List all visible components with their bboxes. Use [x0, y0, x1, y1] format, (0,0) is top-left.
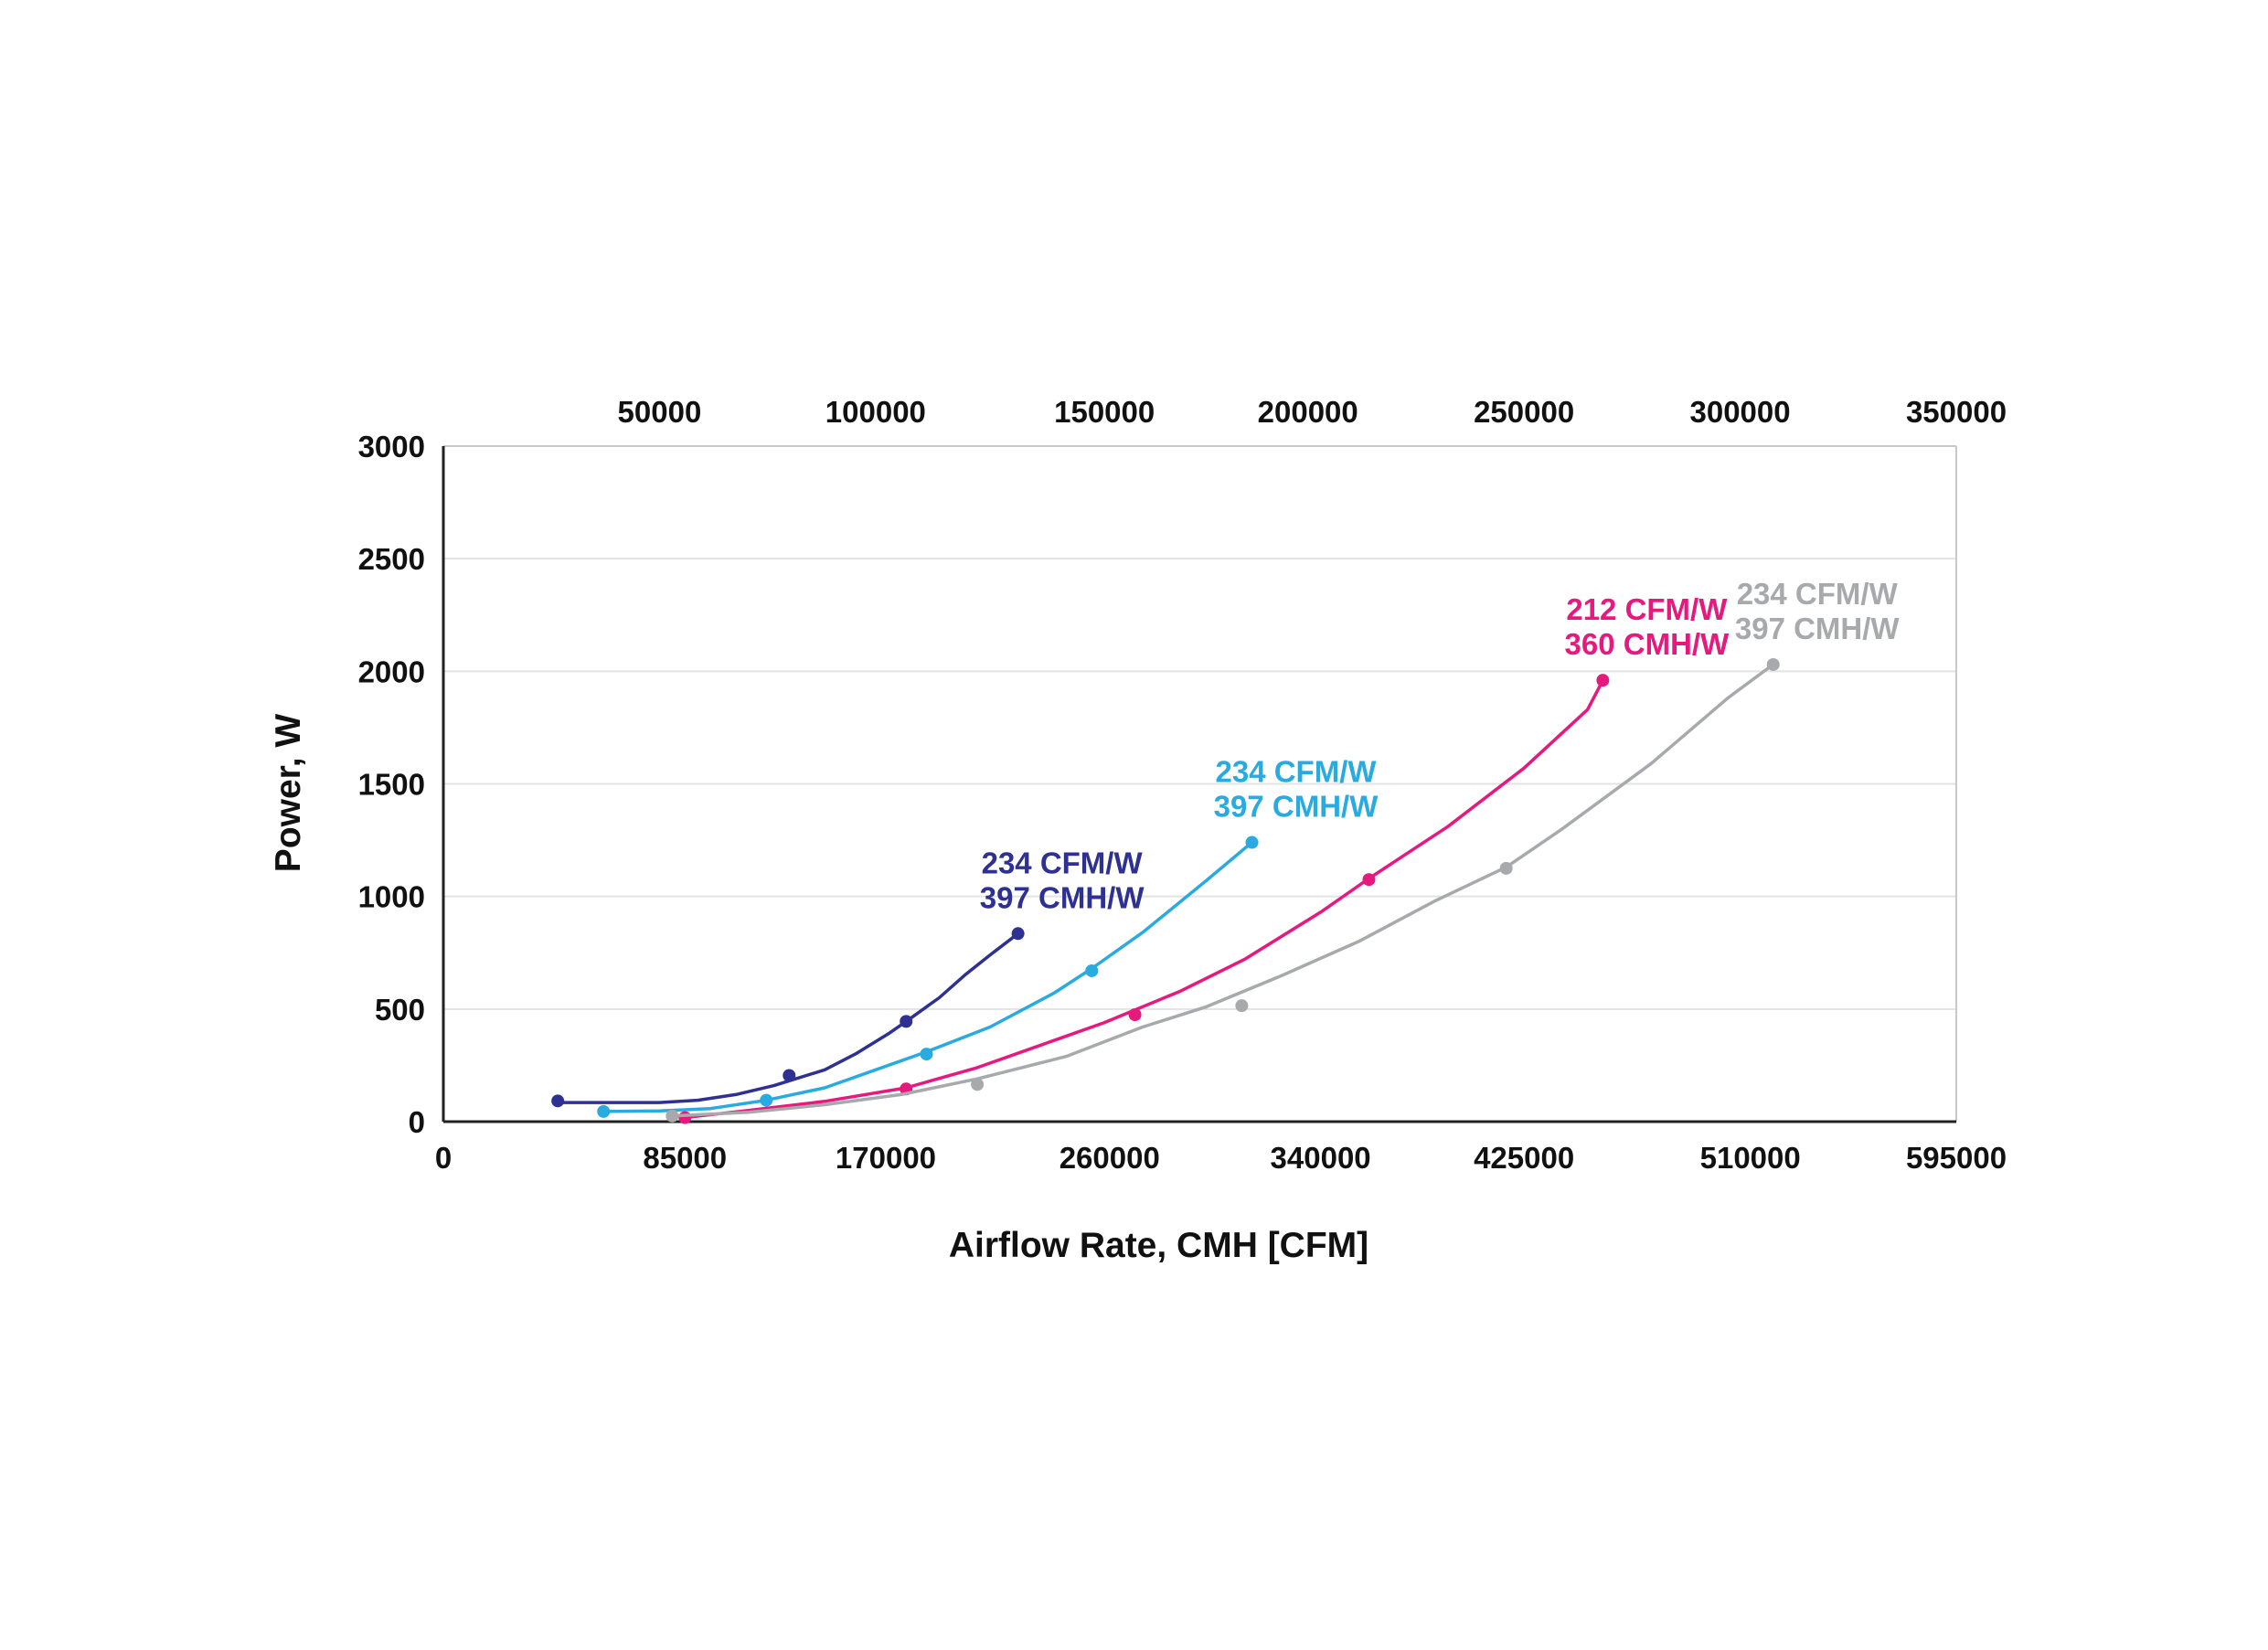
series-3-efficiency-label: 360 CMH/W [1565, 627, 1730, 661]
series-1-efficiency-label: 397 CMH/W [980, 880, 1145, 914]
series-4-efficiency-label: 397 CMH/W [1735, 612, 1901, 645]
x-tick-label-bottom: 0 [435, 1141, 452, 1175]
series-3-efficiency-label: 212 CFM/W [1566, 592, 1728, 626]
series-2-marker [597, 1104, 611, 1118]
series-2-marker [1085, 963, 1099, 977]
series-3-marker [1362, 873, 1376, 887]
y-tick-label: 500 [375, 993, 425, 1027]
series-4-marker [971, 1078, 985, 1091]
series-group [551, 657, 1780, 1124]
x-tick-label-bottom: 170000 [836, 1141, 936, 1175]
series-2-efficiency-label: 234 CFM/W [1216, 755, 1378, 789]
y-tick-label: 2000 [358, 655, 425, 688]
y-tick-label: 1000 [358, 880, 425, 914]
series-line-4 [670, 663, 1775, 1118]
series-2-marker [920, 1048, 933, 1061]
x-tick-label-top: 50000 [618, 395, 702, 429]
series-2-marker [760, 1093, 773, 1107]
x-tick-label-top: 100000 [825, 395, 926, 429]
series-4-marker [665, 1109, 679, 1123]
x-tick-label-bottom: 260000 [1059, 1141, 1160, 1175]
x-tick-label-bottom: 85000 [643, 1141, 727, 1175]
x-axis-title: Airflow Rate, CMH [CFM] [949, 1226, 1368, 1265]
y-tick-label: 3000 [358, 430, 425, 463]
x-tick-label-bottom: 425000 [1474, 1141, 1574, 1175]
y-axis-title: Power, W [269, 714, 308, 873]
series-4-efficiency-label: 234 CFM/W [1737, 577, 1899, 611]
series-4-marker [1766, 657, 1780, 671]
series-4-marker [1499, 861, 1513, 875]
series-1-marker [1011, 927, 1025, 941]
x-tick-label-top: 150000 [1054, 395, 1155, 429]
x-tick-label-bottom: 595000 [1906, 1141, 2007, 1175]
x-tick-label-bottom: 340000 [1271, 1141, 1371, 1175]
series-2-efficiency-label: 397 CMH/W [1214, 790, 1379, 824]
series-line-1 [556, 931, 1020, 1104]
series-4-marker [1235, 999, 1249, 1013]
x-tick-label-top: 250000 [1474, 395, 1574, 429]
y-tick-label: 2500 [358, 542, 425, 576]
axes [442, 445, 1957, 1123]
series-1-marker [551, 1094, 565, 1108]
series-1-marker [783, 1069, 796, 1082]
x-tick-label-bottom: 510000 [1700, 1141, 1801, 1175]
y-tick-label: 1500 [358, 768, 425, 802]
series-3-marker [678, 1111, 692, 1124]
series-3-marker [1128, 1007, 1142, 1021]
series-2-marker [1245, 836, 1259, 849]
series-1-marker [900, 1015, 913, 1028]
x-tick-label-top: 200000 [1258, 395, 1358, 429]
y-tick-label: 0 [409, 1105, 425, 1139]
series-1-efficiency-label: 234 CFM/W [982, 846, 1144, 879]
x-tick-label-top: 300000 [1690, 395, 1791, 429]
series-3-marker [1596, 674, 1610, 687]
labels: 0 500 1000 1500 2000 2500 3000 0 85000 170000 2600… [358, 395, 2007, 1175]
series-line-3 [683, 678, 1605, 1120]
x-tick-label-top: 350000 [1906, 395, 2007, 429]
